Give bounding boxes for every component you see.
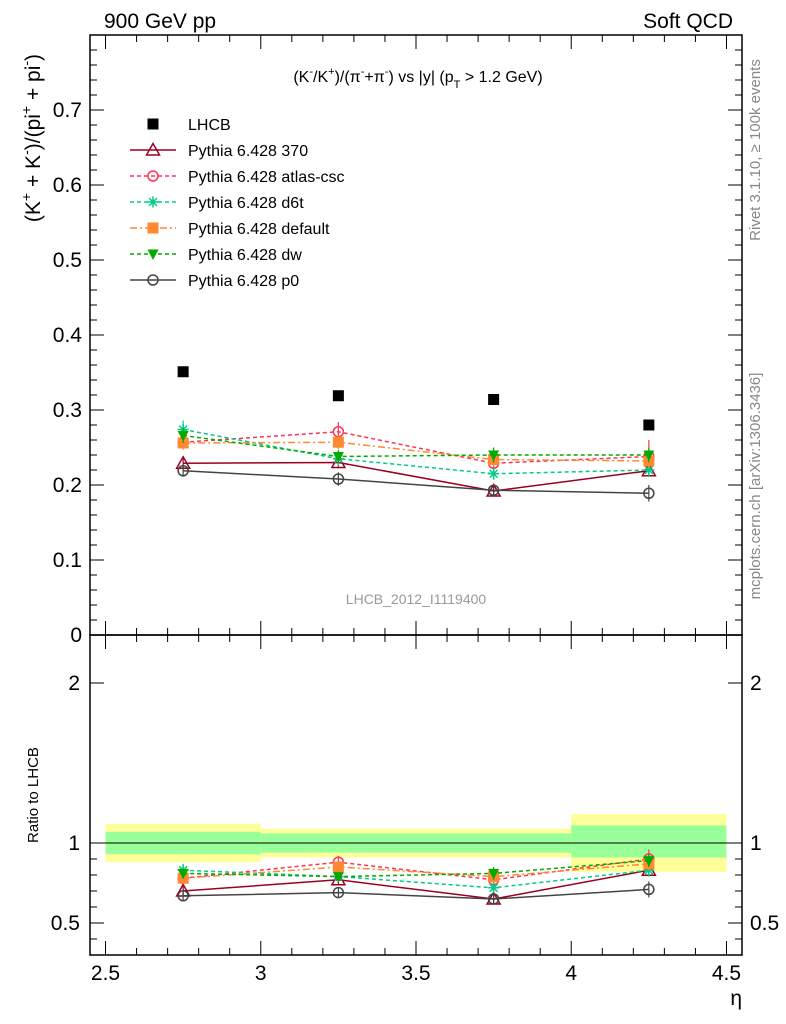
legend: LHCB Pythia 6.428 370 Pythia 6.428 atlas-c… xyxy=(130,117,345,290)
chart-title: (K-/K+)/(π-+π-) vs |y| (pT > 1.2 GeV) xyxy=(293,66,542,91)
data-point xyxy=(488,468,500,480)
legend-marker xyxy=(145,141,161,156)
ratio-point xyxy=(643,856,655,867)
series-6 xyxy=(177,464,655,502)
data-point xyxy=(177,431,189,442)
y-axis-label: (K+ + K-)/(pi+ + pi-) xyxy=(18,54,45,222)
x-tick-label: 4.5 xyxy=(712,962,741,985)
data-point xyxy=(487,484,500,496)
data-point xyxy=(177,465,189,477)
watermark-label: LHCB_2012_I1119400 xyxy=(346,591,487,607)
ratio-point xyxy=(177,868,189,880)
legend-label: Pythia 6.428 p0 xyxy=(188,273,299,290)
ratio-series-line xyxy=(183,863,649,879)
data-point xyxy=(177,366,189,378)
legend-label: Pythia 6.428 default xyxy=(188,221,330,238)
ratio-point xyxy=(487,893,500,905)
ratio-tick-label: 1 xyxy=(68,832,80,855)
ratio-frame xyxy=(89,634,743,956)
series-1 xyxy=(175,454,657,497)
x-tick-label: 2.5 xyxy=(91,962,120,985)
ratio-tick-label: 2 xyxy=(68,672,80,695)
y-tick-label: 0.6 xyxy=(53,174,82,197)
ratio-series-line xyxy=(183,869,649,900)
legend-label: LHCB xyxy=(188,117,231,134)
data-point xyxy=(643,487,655,499)
asterisk-stroke xyxy=(148,197,158,207)
ratio-series-5 xyxy=(177,854,655,883)
ratio-point xyxy=(488,882,500,894)
y-tick-label: 0.7 xyxy=(53,99,82,122)
legend-label: Pythia 6.428 d6t xyxy=(188,195,304,212)
series-line xyxy=(183,470,649,494)
ratio-tick-label: 0.5 xyxy=(51,912,80,935)
x-tick-label: 3 xyxy=(255,962,267,985)
series-line xyxy=(183,428,649,475)
data-point xyxy=(643,419,655,431)
data-point xyxy=(332,473,345,485)
ratio-panel: 2.5 3 3.5 4 4.5 0.5 0.5 1 1 2 2 xyxy=(51,634,779,985)
series-line xyxy=(183,434,649,458)
y-tick-label: 0.3 xyxy=(53,399,82,422)
data-point xyxy=(332,390,344,402)
legend-marker xyxy=(147,170,159,182)
x-tick-label: 4 xyxy=(565,962,577,985)
asterisk-stroke xyxy=(489,469,499,479)
header-left-label: 900 GeV pp xyxy=(104,10,216,33)
ratio-point xyxy=(643,883,655,896)
legend-marker xyxy=(147,196,159,208)
y-tick-label: 0.2 xyxy=(53,474,82,497)
data-point xyxy=(488,394,500,405)
ratio-point xyxy=(332,886,345,899)
legend-marker xyxy=(147,222,159,234)
legend-marker xyxy=(147,118,159,130)
ratio-y-axis-label: Ratio to LHCB xyxy=(25,747,42,843)
legend-label: Pythia 6.428 370 xyxy=(188,143,308,160)
data-point xyxy=(332,426,345,438)
ratio-tick-label-right: 0.5 xyxy=(750,912,779,935)
ratio-point xyxy=(488,868,500,880)
series-line xyxy=(183,461,649,492)
legend-marker xyxy=(147,274,159,286)
ratio-series-line xyxy=(183,888,649,900)
series-line xyxy=(183,441,649,462)
ratio-series-line xyxy=(183,858,649,881)
y-tick-label: 0.4 xyxy=(53,324,83,347)
y-tick-label: 0 xyxy=(70,624,82,647)
y-tick-label: 0.1 xyxy=(53,549,82,572)
asterisk-stroke xyxy=(489,883,499,893)
data-point xyxy=(332,436,344,448)
ratio-point xyxy=(177,890,189,902)
data-point xyxy=(332,452,344,463)
legend-marker xyxy=(147,249,159,260)
series-2 xyxy=(177,422,655,473)
legend-label: Pythia 6.428 dw xyxy=(188,247,302,264)
header-right-label: Soft QCD xyxy=(643,10,733,33)
x-axis-label: η xyxy=(730,987,742,1010)
rivet-label: Rivet 3.1.10, ≥ 100k events xyxy=(747,59,764,241)
series-0 xyxy=(177,366,655,431)
ratio-series-line xyxy=(183,869,649,889)
asterisk-stroke xyxy=(644,465,654,475)
legend-label: Pythia 6.428 atlas-csc xyxy=(188,169,345,186)
main-panel: 0 0.1 0.2 0.3 0.4 0.5 0.6 0.7 xyxy=(53,34,743,955)
ratio-series-6 xyxy=(177,881,655,905)
ratio-tick-label-right: 2 xyxy=(750,672,762,695)
data-point xyxy=(643,450,655,461)
x-tick-label: 3.5 xyxy=(401,962,430,985)
y-tick-label: 0.5 xyxy=(53,249,82,272)
ratio-point xyxy=(332,872,344,883)
data-point xyxy=(488,450,500,461)
series-line xyxy=(183,430,649,465)
ratio-series-line xyxy=(183,859,649,878)
series-3 xyxy=(177,420,655,480)
ratio-point xyxy=(332,861,344,873)
mcplots-label: mcplots.cern.ch [arXiv:1306.3436] xyxy=(747,373,764,600)
ratio-tick-label-right: 1 xyxy=(750,832,762,855)
series-5 xyxy=(177,428,655,464)
